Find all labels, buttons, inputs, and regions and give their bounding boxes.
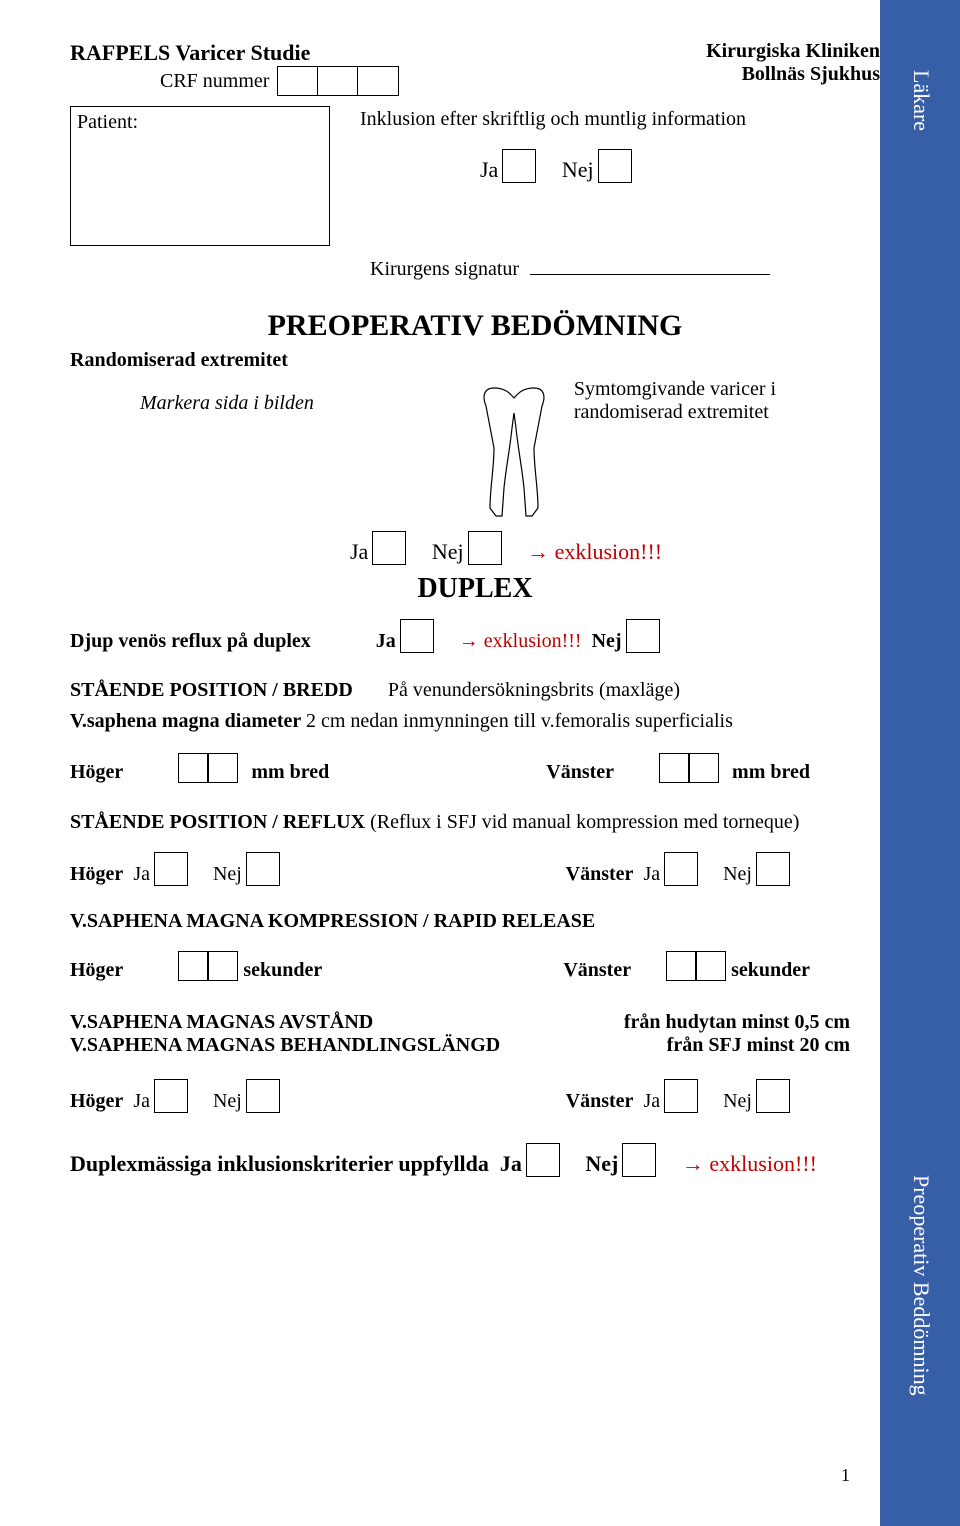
- deep-nej-checkbox[interactable]: [626, 619, 660, 653]
- reflux-vanster-label: Vänster: [566, 863, 634, 885]
- inclusion-nej-checkbox[interactable]: [598, 149, 632, 183]
- clinic-line1: KKirurgiska Klinikenirurgiska Kliniken: [706, 40, 880, 62]
- kompression-heading: V.SAPHENA MAGNA KOMPRESSION / RAPID RELE…: [70, 910, 880, 933]
- kompr-hoger-input[interactable]: [178, 951, 238, 987]
- avst-hoger-label: Höger: [70, 1090, 123, 1112]
- rand-exklusion: → exklusion!!!: [527, 539, 662, 564]
- symptom-line2: randomiserad extremitet: [574, 401, 776, 424]
- avst-hoger-nej: Nej: [213, 1090, 242, 1112]
- avst-vanster-nej: Nej: [723, 1090, 752, 1112]
- final-text: Duplexmässiga inklusionskriterier uppfyl…: [70, 1151, 489, 1176]
- deep-exklusion: → exklusion!!!: [459, 630, 582, 652]
- patient-label: Patient:: [77, 111, 138, 134]
- final-ja: Ja: [500, 1151, 522, 1176]
- deep-nej-label: Nej: [592, 630, 622, 652]
- reflux-hoger-ja-checkbox[interactable]: [154, 852, 188, 886]
- patient-box[interactable]: Patient:: [70, 106, 330, 246]
- final-exklusion: → exklusion!!!: [682, 1151, 817, 1176]
- crf-number-input[interactable]: [277, 66, 399, 96]
- reflux-vanster-ja: Ja: [643, 863, 660, 885]
- avstand-line2-left: V.SAPHENA MAGNAS BEHANDLINGSLÄNGD: [70, 1034, 500, 1057]
- side-strip: Läkare Preoperativ Beddömning: [880, 0, 960, 1526]
- kompr-vanster-label: Vänster: [563, 959, 631, 981]
- duplex-heading: DUPLEX: [70, 573, 880, 605]
- avstand-line1-right: från hudytan minst 0,5 cm: [624, 1011, 850, 1034]
- final-nej-checkbox[interactable]: [622, 1143, 656, 1177]
- reflux-hoger-label: Höger: [70, 863, 123, 885]
- avst-vanster-ja: Ja: [643, 1090, 660, 1112]
- standing-bredd-note: På venundersökningsbrits (maxläge): [388, 679, 680, 701]
- avst-vanster-nej-checkbox[interactable]: [756, 1079, 790, 1113]
- avst-hoger-ja-checkbox[interactable]: [154, 1079, 188, 1113]
- rand-nej-checkbox[interactable]: [468, 531, 502, 565]
- reflux-vanster-ja-checkbox[interactable]: [664, 852, 698, 886]
- symptom-line1: Symtomgivande varicer i: [574, 378, 776, 401]
- standing-reflux-note: (Reflux i SFJ vid manual kompression med…: [370, 811, 799, 833]
- standing-bredd-heading: STÅENDE POSITION / BREDD: [70, 679, 353, 701]
- side-label-top: Läkare: [908, 70, 934, 131]
- reflux-hoger-nej-checkbox[interactable]: [246, 852, 280, 886]
- reflux-vanster-nej: Nej: [723, 863, 752, 885]
- header: RAFPELS Varicer Studie CRF nummer KKirur…: [70, 40, 880, 96]
- avst-hoger-nej-checkbox[interactable]: [246, 1079, 280, 1113]
- reflux-hoger-nej: Nej: [213, 863, 242, 885]
- reflux-hoger-ja: Ja: [133, 863, 150, 885]
- reflux-vanster-nej-checkbox[interactable]: [756, 852, 790, 886]
- side-label-bottom: Preoperativ Beddömning: [908, 1175, 934, 1396]
- bredd-hoger-label: Höger: [70, 761, 123, 783]
- markera-sida: Markera sida i bilden: [140, 392, 314, 415]
- bredd-hoger-input[interactable]: [178, 753, 238, 789]
- inclusion-nej-label: Nej: [562, 157, 594, 182]
- avstand-line2-right: från SFJ minst 20 cm: [667, 1034, 850, 1057]
- kompr-vanster-unit: sekunder: [731, 959, 810, 981]
- bredd-vanster-unit: mm bred: [732, 761, 810, 783]
- inclusion-ja-label: Ja: [480, 157, 498, 182]
- saphena-diam-a: V.saphena magna diameter: [70, 710, 306, 732]
- final-ja-checkbox[interactable]: [526, 1143, 560, 1177]
- standing-reflux-heading: STÅENDE POSITION / REFLUX: [70, 811, 370, 833]
- deep-ja-checkbox[interactable]: [400, 619, 434, 653]
- inclusion-ja-checkbox[interactable]: [502, 149, 536, 183]
- clinic-line2: Bollnäs Sjukhus: [742, 63, 880, 85]
- deep-reflux-label: Djup venös reflux på duplex: [70, 630, 311, 652]
- preop-heading: PREOPERATIV BEDÖMNING: [70, 309, 880, 343]
- crf-label: CRF nummer: [160, 70, 269, 93]
- bredd-vanster-input[interactable]: [659, 753, 719, 789]
- rand-ja-checkbox[interactable]: [372, 531, 406, 565]
- avst-hoger-ja: Ja: [133, 1090, 150, 1112]
- legs-diagram[interactable]: [464, 378, 564, 523]
- signature-line[interactable]: [530, 274, 770, 275]
- kompr-hoger-label: Höger: [70, 959, 123, 981]
- avst-vanster-ja-checkbox[interactable]: [664, 1079, 698, 1113]
- study-title: RAFPELS Varicer Studie: [70, 40, 310, 65]
- page-number: 1: [841, 1465, 850, 1486]
- bredd-vanster-label: Vänster: [546, 761, 614, 783]
- kompr-hoger-unit: sekunder: [243, 959, 322, 981]
- signature-label: Kirurgens signatur: [370, 258, 519, 280]
- randomiserad-heading: Randomiserad extremitet: [70, 349, 880, 372]
- kompr-vanster-input[interactable]: [666, 951, 726, 987]
- inclusion-text: Inklusion efter skriftlig och muntlig in…: [360, 108, 746, 131]
- rand-nej-label: Nej: [432, 539, 464, 564]
- avstand-line1-left: V.SAPHENA MAGNAS AVSTÅND: [70, 1011, 373, 1034]
- avst-vanster-label: Vänster: [566, 1090, 634, 1112]
- final-nej: Nej: [585, 1151, 618, 1176]
- rand-ja-label: Ja: [350, 539, 368, 564]
- saphena-diam-b: 2 cm nedan inmynningen till v.femoralis …: [306, 710, 733, 732]
- deep-ja-label: Ja: [376, 630, 396, 652]
- bredd-hoger-unit: mm bred: [251, 761, 329, 783]
